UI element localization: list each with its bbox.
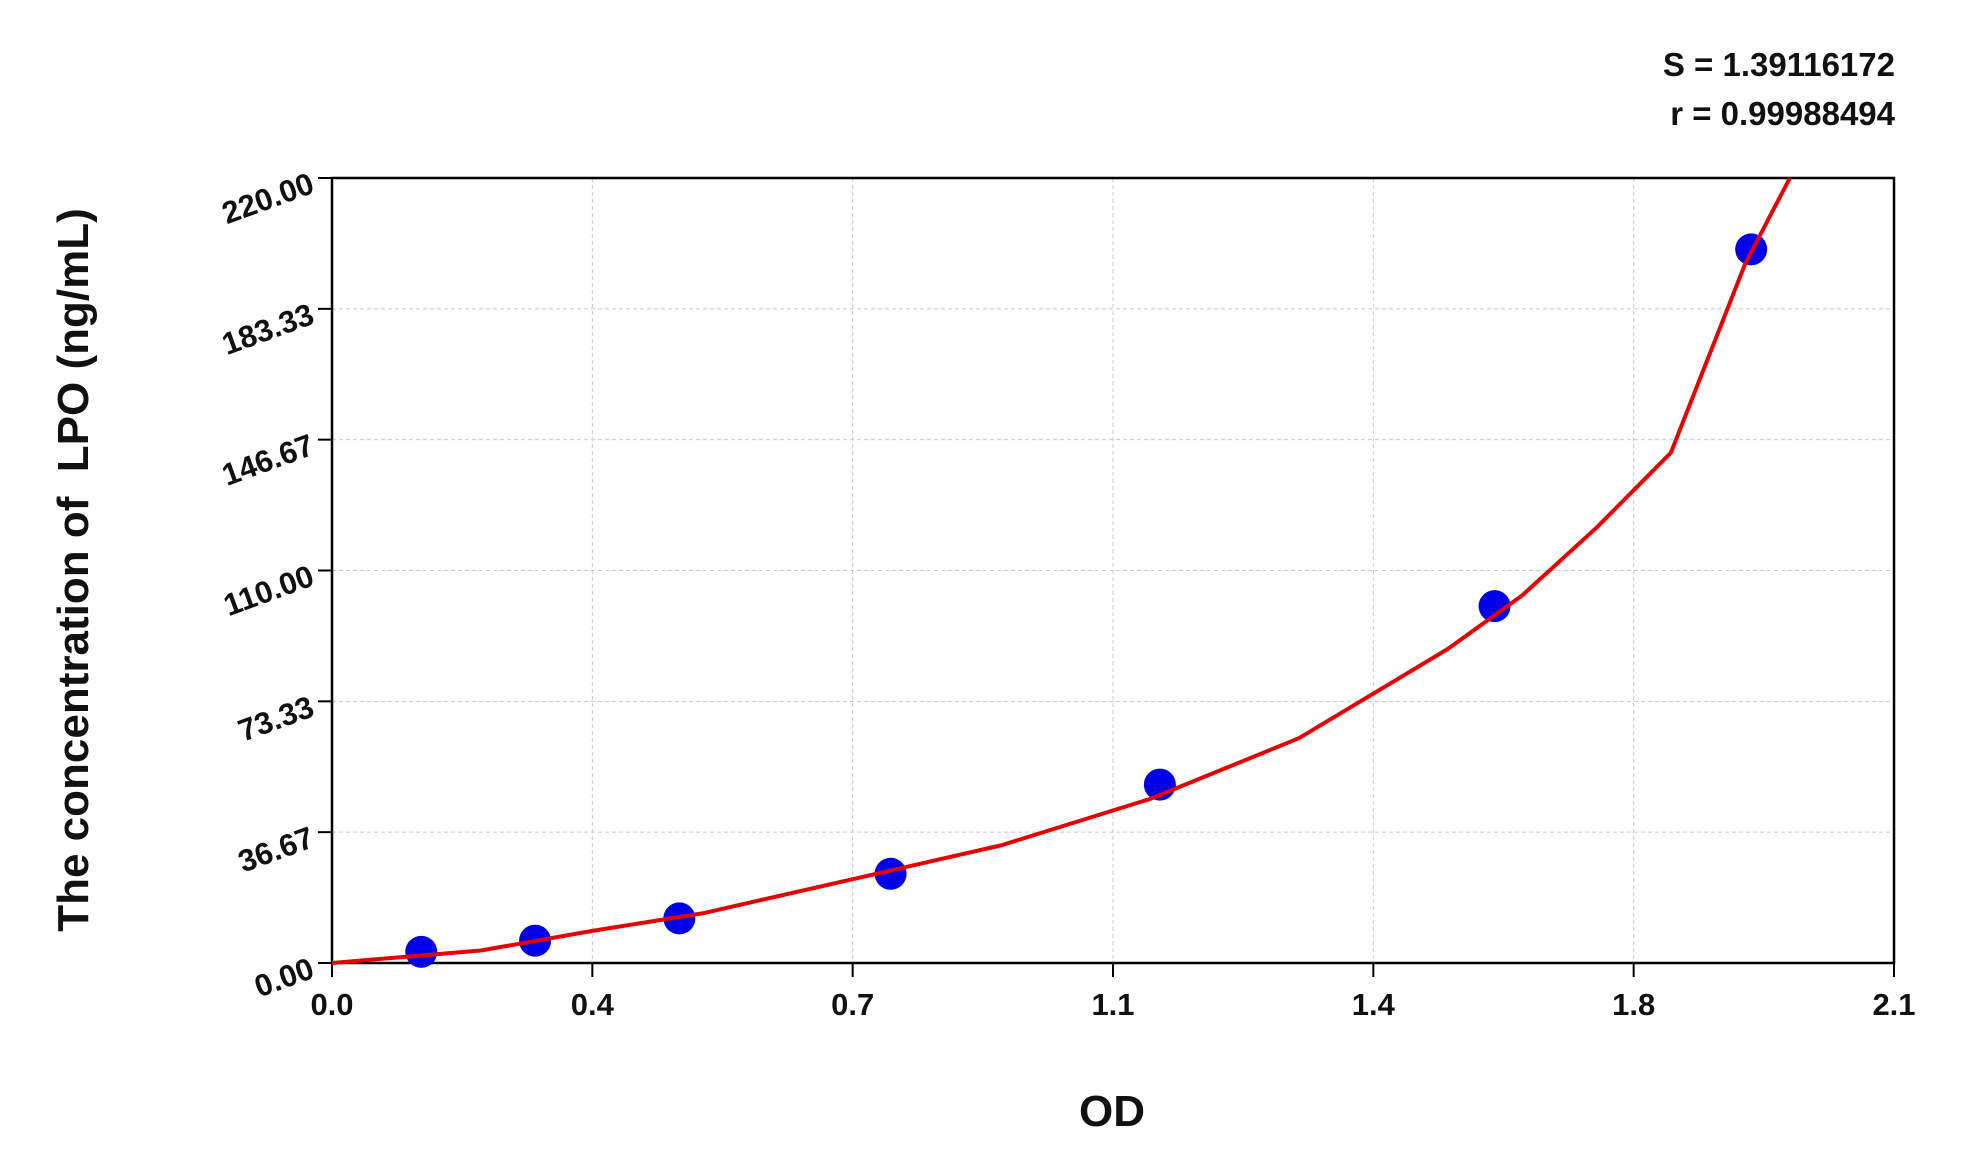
y-tick-label: 220.00 <box>217 166 318 231</box>
x-tick-label: 0.0 <box>310 987 353 1022</box>
y-tick-label: 0.00 <box>250 951 319 1005</box>
y-tick-label: 110.00 <box>219 558 318 623</box>
x-tick-label: 0.4 <box>571 987 615 1022</box>
x-tick-label: 1.4 <box>1352 987 1396 1022</box>
x-tick-label: 2.1 <box>1872 987 1915 1022</box>
y-tick-label: 146.67 <box>217 427 318 492</box>
x-tick-label: 1.1 <box>1091 987 1134 1022</box>
data-point <box>1478 590 1511 623</box>
x-tick-label: 0.7 <box>831 987 874 1022</box>
y-axis-label: The concentration of LPO (ng/mL) <box>49 208 98 932</box>
fit-curve <box>331 177 1792 965</box>
y-tick-label: 73.33 <box>234 689 319 748</box>
plot-frame <box>330 176 1896 965</box>
annotation: r = 0.99988494 <box>1670 95 1895 132</box>
y-tick-label: 36.67 <box>234 820 319 879</box>
data-point <box>405 935 438 968</box>
data-point <box>874 857 907 890</box>
x-tick-label: 1.8 <box>1612 987 1655 1022</box>
annotation: S = 1.39116172 <box>1663 46 1895 83</box>
y-tick-label: 183.33 <box>217 297 318 362</box>
x-axis-label: OD <box>1079 1087 1145 1136</box>
